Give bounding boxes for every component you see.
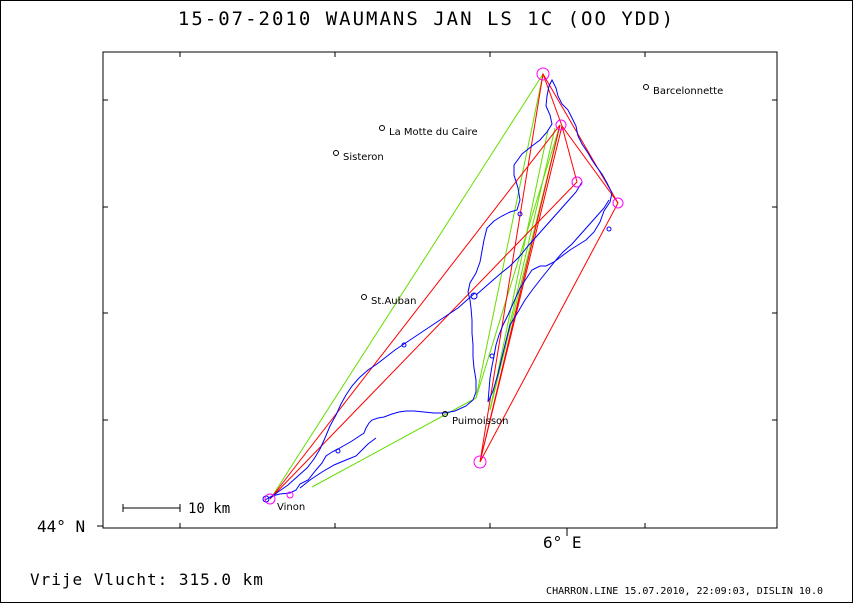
turnpoint-marker	[571, 176, 583, 188]
turnpoint-marker	[536, 67, 550, 81]
free-flight-distance: Vrije Vlucht: 315.0 km	[30, 570, 264, 589]
place-st-auban: St.Auban	[371, 296, 416, 307]
place-vinon: Vinon	[277, 502, 305, 513]
task-lines-red	[269, 72, 619, 500]
flight-title: 15-07-2010 WAUMANS JAN LS 1C (OO YDD)	[177, 8, 676, 30]
place-barcelonnette: Barcelonnette	[653, 86, 723, 97]
place-puimoisson: Puimoisson	[452, 416, 508, 427]
turnpoint-marker	[473, 455, 487, 469]
turnpoint-marker	[612, 197, 624, 209]
track-markers	[262, 211, 612, 503]
footer-info: CHARRON.LINE 15.07.2010, 22:09:03, DISLI…	[546, 586, 823, 597]
longitude-label: 6° E	[543, 533, 582, 552]
place-sisteron: Sisteron	[343, 152, 384, 163]
place-labels: Barcelonnette La Motte du Caire Sisteron…	[277, 84, 723, 513]
turnpoint-marker	[286, 491, 294, 499]
map-frame	[102, 51, 778, 529]
frame-ticks	[97, 52, 777, 536]
scale-bar: 10 km	[122, 501, 230, 517]
scale-bar-label: 10 km	[188, 501, 230, 517]
turnpoint-marker	[555, 119, 567, 131]
place-la-motte-du-caire: La Motte du Caire	[389, 127, 478, 138]
latitude-label: 44° N	[37, 517, 85, 536]
flight-track	[264, 78, 613, 501]
turnpoints	[264, 67, 624, 505]
turnpoint-marker	[264, 493, 276, 505]
